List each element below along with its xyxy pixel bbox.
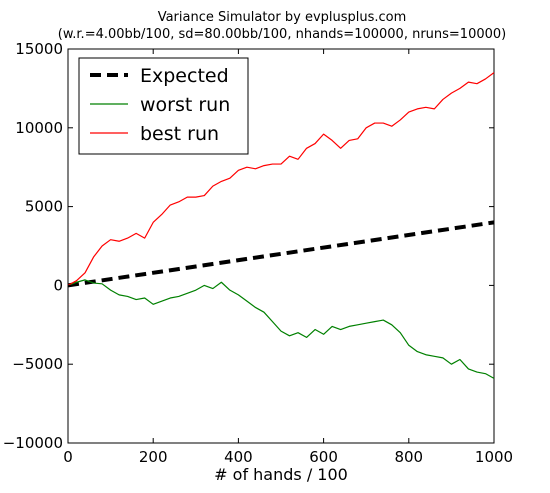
series-line-0: [67, 220, 495, 288]
y-tick-label: −10000: [3, 434, 63, 452]
y-tick-label: 10000: [15, 119, 63, 137]
x-tick-label: 800: [394, 448, 423, 466]
series-line-2: [67, 72, 495, 286]
legend: Expected worst run best run: [78, 57, 249, 155]
legend-label-1: worst run: [140, 94, 230, 116]
legend-items: Expected worst run best run: [90, 65, 230, 145]
x-axis-label: # of hands / 100: [214, 465, 348, 484]
y-tick-label: 0: [53, 276, 63, 294]
chart-title: Variance Simulator by evplusplus.com: [158, 10, 407, 25]
x-tick-label: 400: [224, 448, 253, 466]
legend-label-2: best run: [140, 123, 219, 145]
x-tick-label: 0: [63, 448, 73, 466]
y-tick-label: −5000: [12, 355, 63, 373]
legend-label-0: Expected: [140, 65, 229, 87]
x-tick-label: 200: [139, 448, 168, 466]
y-tick-label: 5000: [25, 198, 63, 216]
y-tick-label: 15000: [15, 40, 63, 58]
series-line-1: [67, 279, 495, 379]
x-tick-label: 600: [309, 448, 338, 466]
x-tick-label: 1000: [475, 448, 513, 466]
tick-layer: 0 200 400 600 800 1000 −10000 −5000 0 5000 10000 15…: [3, 40, 513, 466]
chart-subtitle: (w.r.=4.00bb/100, sd=80.00bb/100, nhands…: [58, 27, 506, 42]
series-layer: [67, 72, 495, 379]
